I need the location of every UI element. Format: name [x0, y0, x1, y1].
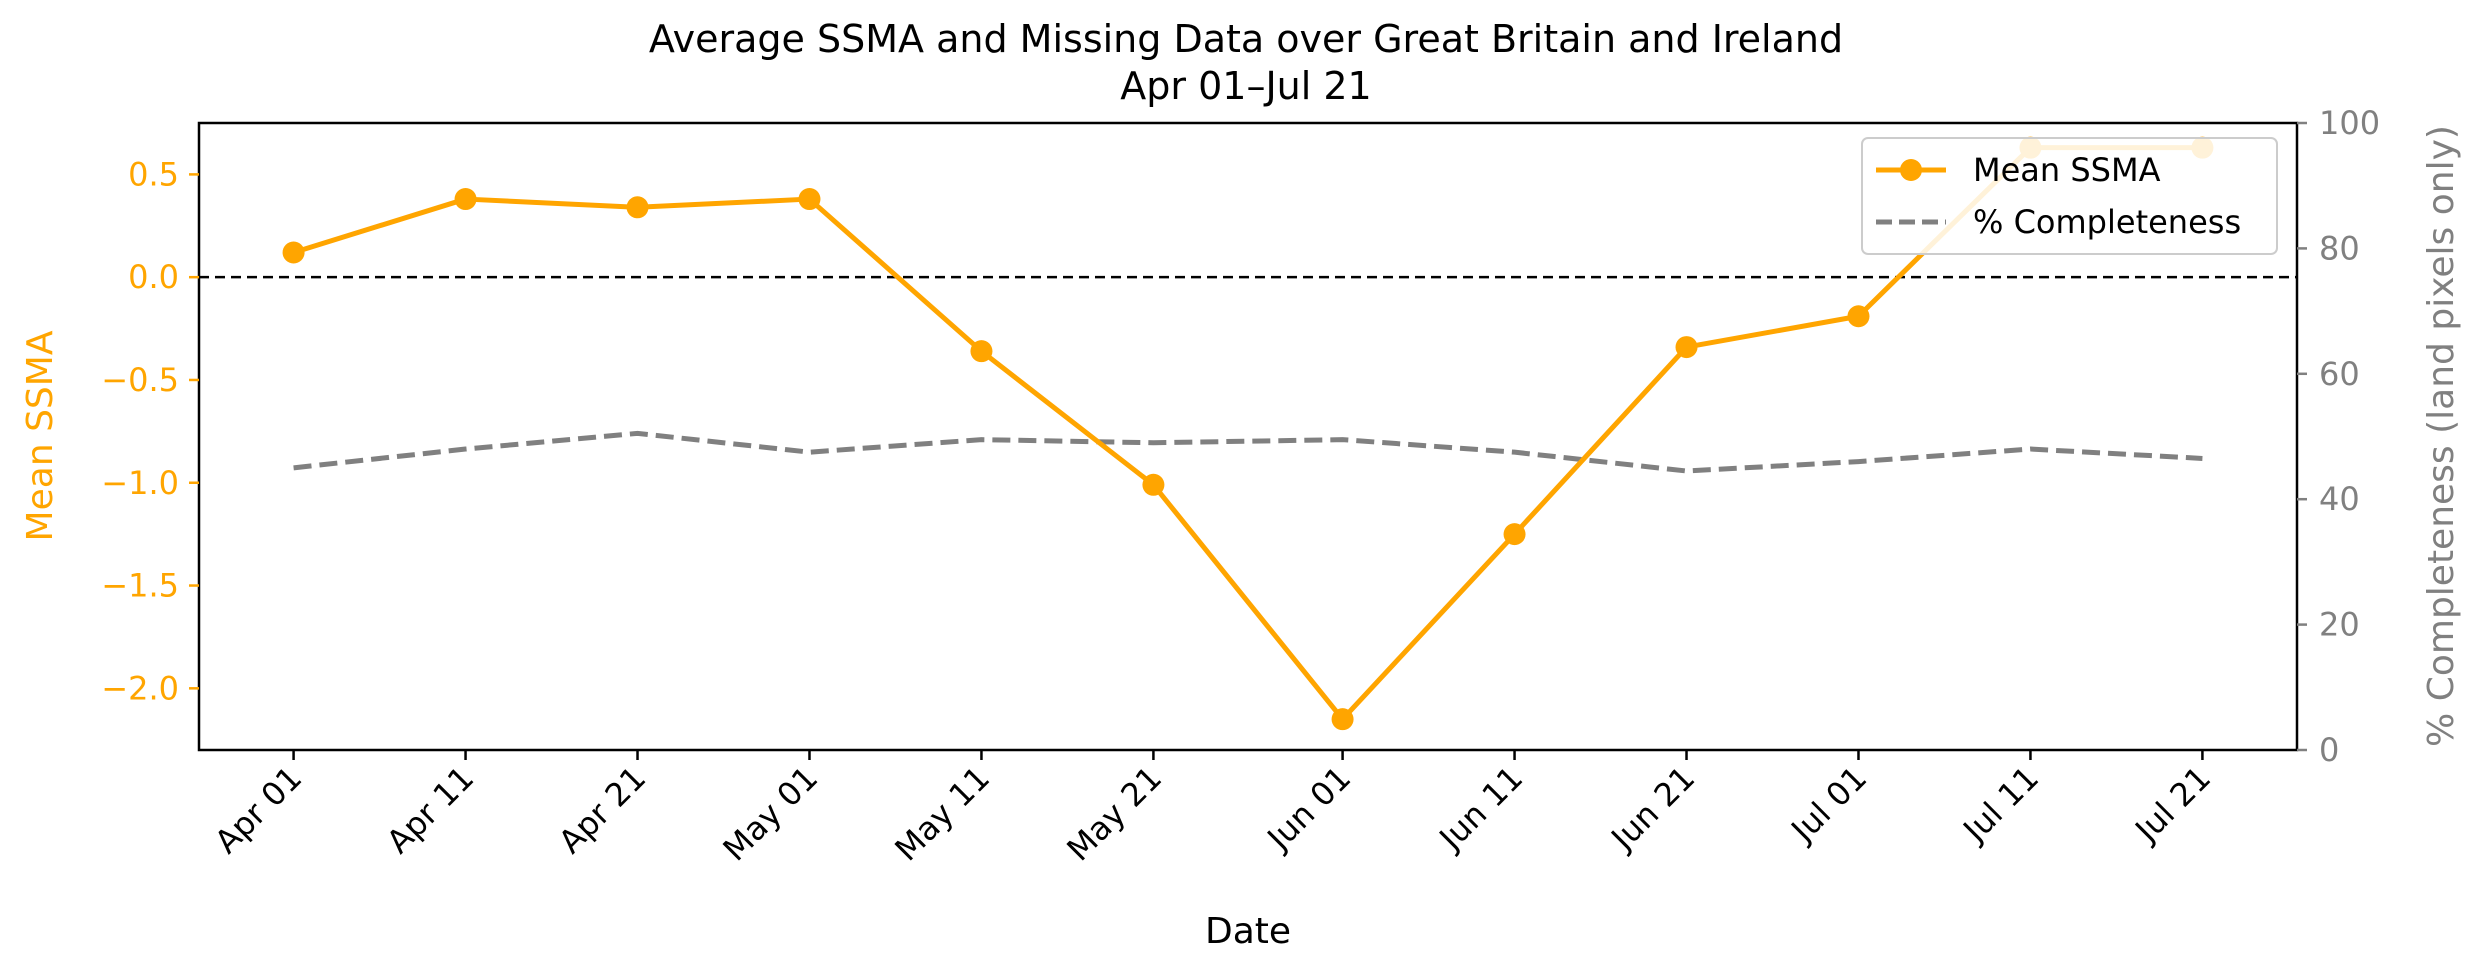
left-tick-label: −1.0 [101, 464, 179, 502]
x-tick-label: May 11 [887, 759, 997, 869]
left-tick-label: −0.5 [101, 361, 179, 399]
left-tick-label: −2.0 [101, 669, 179, 707]
right-tick-label: 60 [2319, 355, 2360, 393]
right-axis-label: % Completeness (land pixels only) [2421, 125, 2462, 747]
data-point-mean-ssma [282, 241, 305, 264]
data-point-mean-ssma [1331, 708, 1354, 731]
chart-subtitle: Apr 01–Jul 21 [1120, 64, 1371, 108]
x-tick-label: Jun 11 [1431, 759, 1531, 859]
legend: Mean SSMA % Completeness [1861, 137, 2278, 255]
data-point-mean-ssma [1675, 336, 1698, 359]
data-point-mean-ssma [1142, 473, 1165, 496]
x-tick-label: May 21 [1059, 759, 1169, 869]
x-tick-label: Apr 01 [207, 759, 309, 861]
legend-label-completeness: % Completeness [1973, 203, 2241, 241]
x-tick-label: Apr 21 [551, 759, 653, 861]
right-tick-label: 40 [2319, 480, 2360, 518]
data-point-mean-ssma [970, 340, 993, 363]
right-tick-label: 80 [2319, 229, 2360, 267]
chart-title: Average SSMA and Missing Data over Great… [649, 17, 1843, 61]
right-tick-label: 0 [2319, 731, 2339, 769]
x-tick-label: Apr 11 [379, 759, 481, 861]
legend-box [1861, 137, 2278, 255]
left-tick-label: 0.0 [128, 258, 179, 296]
data-point-mean-ssma [1503, 523, 1526, 546]
plot-frame [197, 121, 2299, 752]
data-point-mean-ssma [798, 188, 821, 211]
right-tick-label: 20 [2319, 606, 2360, 644]
x-tick-label: Jul 11 [1955, 759, 2047, 851]
left-axis-label: Mean SSMA [20, 330, 61, 541]
data-point-mean-ssma [1847, 305, 1870, 328]
left-tick-label: 0.5 [128, 155, 179, 193]
series-line-mean-ssma [292, 145, 2203, 722]
data-point-mean-ssma [626, 196, 649, 219]
x-axis-label: Date [1205, 911, 1291, 952]
x-tick-label: Jun 21 [1603, 759, 1703, 859]
right-tick-label: 100 [2319, 104, 2380, 142]
data-point-mean-ssma [454, 188, 477, 211]
legend-marker-mean-ssma [1900, 159, 1922, 181]
left-tick-label: −1.5 [101, 567, 179, 605]
x-tick-label: Jul 21 [2127, 759, 2219, 851]
legend-label-mean-ssma: Mean SSMA [1973, 151, 2161, 189]
x-tick-label: Jun 01 [1259, 759, 1359, 859]
x-tick-label: May 01 [716, 759, 826, 869]
series-line-completeness [293, 430, 2203, 474]
x-tick-label: Jul 01 [1783, 759, 1875, 851]
